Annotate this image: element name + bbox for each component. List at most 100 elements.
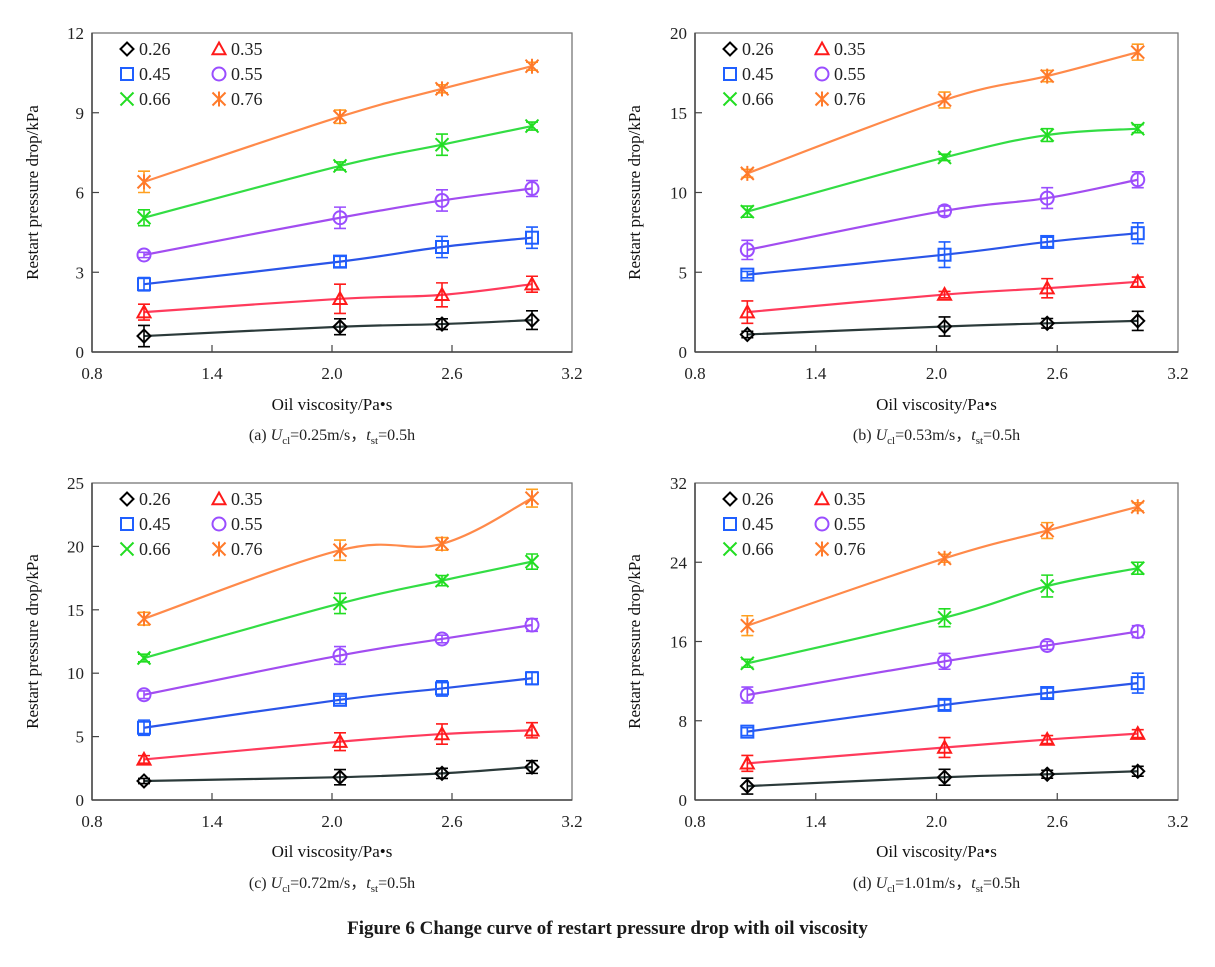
y-tick-label: 3 [76,263,85,282]
data-point [433,725,451,741]
x-tick-label: 0.8 [81,812,102,831]
data-point [1130,560,1145,576]
series-line [747,770,1138,788]
data-point [333,254,347,269]
series-0.45 [137,226,539,292]
y-tick-label: 8 [679,712,688,731]
data-point [332,596,348,611]
legend-marker [722,541,738,557]
legend-marker [814,516,830,532]
data-point [739,326,756,343]
legend-label: 0.55 [231,64,263,84]
legend-marker [119,41,135,57]
x-tick-label: 3.2 [1167,364,1188,383]
x-tick-label: 1.4 [201,364,223,383]
data-point [136,247,152,263]
legend-label: 0.35 [231,39,263,59]
y-tick-label: 16 [670,633,687,652]
y-axis-label: Restart pressure drop/kPa [23,554,42,729]
series-line [746,51,1139,175]
series-line [747,567,1138,665]
legend-label: 0.55 [834,64,866,84]
data-point [523,721,541,737]
data-point [740,165,755,181]
data-point [524,58,540,74]
error-bar [938,290,951,299]
data-point [1039,637,1055,653]
legend-marker [119,541,135,557]
data-point [739,303,756,319]
data-point [937,247,952,262]
series-0.66 [136,118,540,227]
error-bar [526,179,538,198]
data-point [524,181,540,197]
legend-label: 0.55 [231,514,263,534]
data-point [937,203,953,219]
legend: 0.26 0.35 0.45 0.55 0.66 0.76 [722,39,866,109]
legend-marker [211,91,227,107]
series-line [143,124,533,219]
y-tick-label: 20 [670,24,687,43]
x-tick-label: 1.4 [805,812,827,831]
legend-label: 0.26 [139,489,171,509]
series-0.45 [740,672,1145,739]
data-point [739,754,756,770]
legend-label: 0.35 [231,489,263,509]
x-tick-label: 1.4 [805,364,827,383]
series-0.45 [137,671,539,737]
data-point [740,267,755,282]
x-axis-label: Oil viscosity/Pa•s [272,842,393,861]
y-axis-label: Restart pressure drop/kPa [625,554,644,729]
data-point [739,687,755,703]
data-point [937,92,952,108]
series-0.55 [739,624,1146,704]
series-line [747,319,1138,336]
y-axis-label: Restart pressure drop/kPa [23,105,42,280]
data-point [1039,578,1055,594]
y-axis-label: Restart pressure drop/kPa [625,105,644,280]
x-tick-label: 0.8 [81,364,102,383]
data-point [1129,273,1146,289]
error-bar [938,241,951,269]
data-point [1129,312,1146,329]
error-bar [938,652,951,671]
x-tick-label: 2.6 [1047,812,1068,831]
data-point [434,192,450,208]
y-tick-label: 0 [76,343,85,362]
legend-label: 0.66 [139,89,171,109]
y-tick-label: 6 [76,184,85,203]
data-point [1129,763,1146,780]
data-point [331,733,349,748]
data-point [332,647,348,663]
data-point [740,724,755,739]
error-bar [1041,687,1054,699]
error-bar [1041,236,1054,248]
data-point [135,750,153,766]
y-tick-label: 15 [67,601,84,620]
data-point [333,692,347,707]
data-point [1038,731,1056,746]
x-tick-label: 2.0 [926,812,947,831]
data-point [332,542,348,558]
y-tick-label: 0 [679,343,688,362]
data-point [937,610,952,625]
legend-label: 0.76 [231,89,263,109]
y-tick-label: 5 [679,263,688,282]
data-point [937,653,953,669]
y-tick-label: 15 [670,104,687,123]
data-point [1130,44,1145,60]
y-tick-label: 9 [76,104,85,123]
data-point [740,656,755,671]
legend-marker [814,91,830,107]
legend-label: 0.45 [139,64,171,84]
x-axis-label: Oil viscosity/Pa•s [876,842,997,861]
legend-marker [722,91,738,107]
series-0.66 [740,121,1145,219]
x-axis-label: Oil viscosity/Pa•s [876,395,997,414]
error-bar [938,699,951,711]
y-tick-label: 25 [67,474,84,493]
data-point [739,242,755,258]
legend-marker [119,491,135,507]
series-0.26 [739,763,1146,795]
error-bar [1131,765,1144,778]
